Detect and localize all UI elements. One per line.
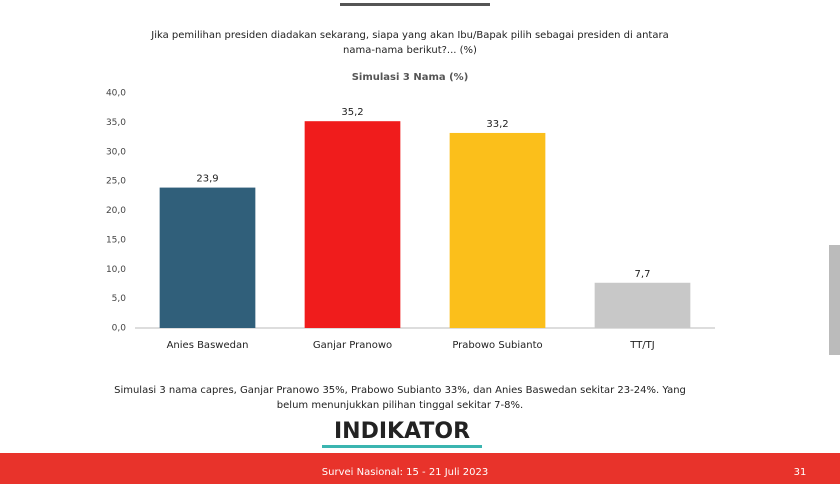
question: nama-nama berikut?... (%)	[343, 45, 477, 56]
note: belum menunjukkan pilihan tinggal sekita…	[277, 400, 523, 411]
x-tick-label: Ganjar Pranowo	[313, 340, 392, 351]
footer-bar	[0, 453, 840, 484]
bar	[159, 187, 256, 328]
x-tick-label: Prabowo Subianto	[452, 340, 542, 351]
page-number: 31	[794, 467, 807, 478]
question: Jika pemilihan presiden diadakan sekaran…	[150, 30, 668, 41]
y-tick-label: 20,0	[106, 206, 126, 216]
x-tick-label: Anies Baswedan	[167, 340, 249, 351]
y-tick-label: 10,0	[106, 265, 126, 275]
y-tick-label: 0,0	[112, 324, 127, 334]
bar	[304, 121, 401, 328]
logo: INDIKATOR	[334, 419, 470, 444]
cut-title	[340, 3, 490, 6]
value-label: 23,9	[196, 174, 218, 185]
y-tick-label: 35,0	[106, 118, 126, 128]
chart-title: Simulasi 3 Nama (%)	[352, 72, 469, 83]
logo-underline	[322, 445, 482, 448]
value-label: 33,2	[486, 119, 508, 130]
footer-text: Survei Nasional: 15 - 21 Juli 2023	[322, 467, 488, 478]
value-label: 7,7	[635, 269, 651, 280]
x-tick-label: TT/TJ	[629, 340, 654, 351]
bar	[449, 132, 546, 328]
y-tick-label: 5,0	[112, 294, 127, 304]
value-label: 35,2	[341, 107, 363, 118]
y-tick-label: 30,0	[106, 147, 126, 157]
bar	[594, 282, 691, 328]
note: Simulasi 3 nama capres, Ganjar Pranowo 3…	[114, 385, 686, 396]
y-tick-label: 15,0	[106, 235, 126, 245]
y-tick-label: 25,0	[106, 177, 126, 187]
scrollbar[interactable]	[829, 245, 840, 355]
y-tick-label: 40,0	[106, 89, 126, 99]
